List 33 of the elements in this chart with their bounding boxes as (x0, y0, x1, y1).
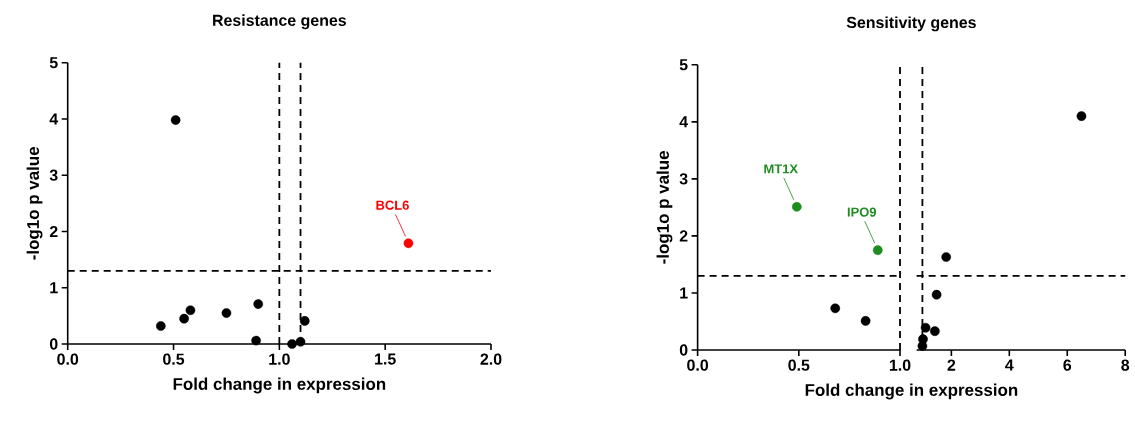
x-tick-label: 2 (947, 359, 956, 371)
y-tick-label: 5 (49, 57, 58, 69)
y-tick-label: 2 (679, 230, 688, 242)
x-tick-label: 1.0 (889, 359, 911, 371)
y-tick-label: 3 (49, 169, 58, 181)
x-tick-label: 0.0 (687, 359, 709, 371)
y-tick-label: 1 (680, 287, 688, 299)
y-axis-title: -log1o p value (26, 146, 43, 260)
y-tick-label: 3 (679, 173, 688, 185)
y-tick-label: 0 (679, 344, 688, 356)
x-tick-label: 6 (1063, 359, 1072, 371)
text: IPO9 (847, 207, 877, 217)
x-tick-label: 2.0 (480, 353, 502, 365)
text: MT1X (764, 164, 798, 174)
y-tick-label: 1 (50, 282, 58, 294)
x-tick-label: 1.0 (269, 353, 290, 365)
chart-title: Resistance genes (213, 14, 346, 30)
text: BCL6 (376, 200, 409, 210)
x-axis-title: Fold change in expression (805, 383, 1018, 400)
y-tick-label: 4 (49, 113, 59, 125)
x-tick-label: 4 (1005, 359, 1014, 371)
y-tick-label: 2 (49, 225, 58, 238)
x-tick-label: 1.5 (375, 353, 396, 365)
x-tick-label: 0.5 (163, 353, 185, 365)
x-tick-label: 8 (1121, 359, 1130, 371)
chart-title: Sensitivity genes (846, 16, 976, 32)
y-axis-title: -log1o p value (656, 151, 673, 264)
y-tick-label: 0 (49, 338, 58, 350)
y-tick-label: 4 (679, 116, 688, 128)
x-tick-label: 0.0 (57, 353, 79, 365)
x-axis-title: Fold change in expression (173, 377, 386, 394)
y-tick-label: 5 (679, 59, 688, 71)
x-tick-label: 0.5 (788, 359, 810, 371)
